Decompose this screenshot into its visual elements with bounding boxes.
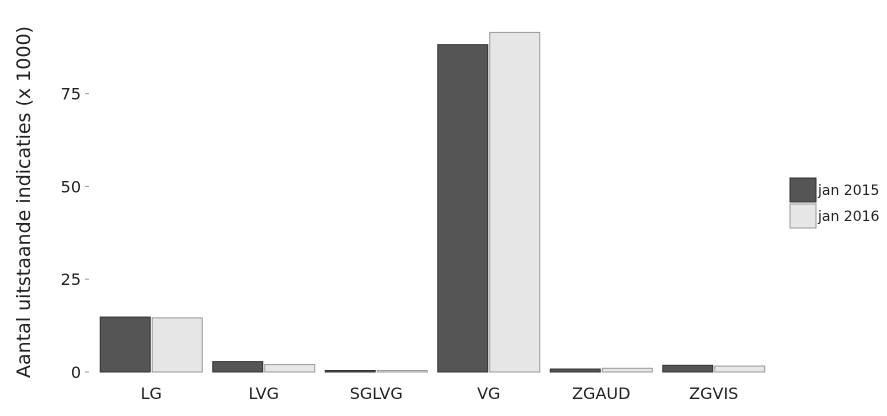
y-tick-label: 0	[71, 363, 81, 382]
bar-sglvg-series-2	[376, 370, 428, 373]
x-category-label: ZGVIS	[689, 384, 738, 403]
x-category-label: ZGAUD	[572, 384, 630, 403]
y-tick-label: 50	[61, 177, 81, 196]
bar-lg-series-2	[151, 317, 203, 373]
bar-zgaud-series-1	[549, 368, 601, 373]
legend: jan 2015 jan 2016	[789, 177, 880, 229]
bar-vg-series-2	[489, 31, 541, 373]
y-axis-title: Aantal uitstaande indicaties (x 1000)	[13, 26, 35, 378]
legend-label-series-2: jan 2016	[817, 209, 880, 225]
x-axis-labels: LG LVG SGLVG VG ZGAUD ZGVIS	[141, 384, 739, 403]
bar-lvg-series-2	[264, 364, 316, 373]
y-axis-title-group: Aantal uitstaande indicaties (x 1000)	[13, 26, 35, 378]
x-category-label: LG	[141, 384, 162, 403]
bar-sglvg-series-1	[324, 370, 376, 373]
bars	[99, 31, 766, 373]
bar-vg-series-1	[437, 44, 489, 373]
legend-label-series-1: jan 2015	[817, 183, 879, 199]
x-category-label: SGLVG	[350, 384, 403, 403]
bar-lvg-series-1	[212, 361, 264, 373]
legend-swatch-series-2	[789, 203, 817, 229]
bar-zgvis-series-2	[714, 365, 766, 373]
x-category-label: VG	[477, 384, 500, 403]
y-tick-label: 75	[61, 85, 81, 104]
x-category-label: LVG	[249, 384, 280, 403]
bar-lg-series-1	[99, 316, 151, 373]
y-tick-label: 25	[61, 270, 81, 289]
legend-swatch-series-1	[789, 177, 817, 203]
y-axis-ticks: 0 25 50 75	[61, 85, 89, 382]
bar-zgaud-series-2	[601, 367, 653, 373]
bar-zgvis-series-1	[662, 364, 714, 373]
